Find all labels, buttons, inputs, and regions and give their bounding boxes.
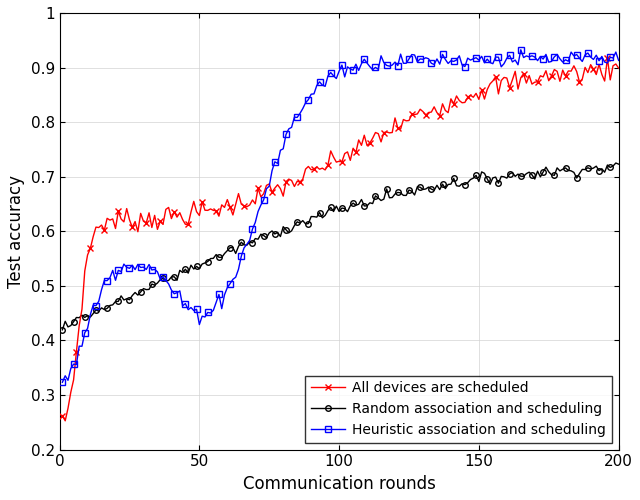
Heuristic association and scheduling [615,58,623,64]
Random association and scheduling [207,256,214,262]
Random association and scheduling [615,161,623,167]
Heuristic association and scheduling [59,380,67,386]
Heuristic association and scheduling [92,302,100,308]
Line: All devices are scheduled: All devices are scheduled [59,55,622,424]
Random association and scheduling [567,168,575,174]
Random association and scheduling [612,160,620,166]
Random association and scheduling [92,307,100,313]
Random association and scheduling [59,327,67,333]
X-axis label: Communication rounds: Communication rounds [243,475,436,493]
Line: Random association and scheduling: Random association and scheduling [60,160,621,332]
Heuristic association and scheduling [207,310,214,316]
Heuristic association and scheduling [517,47,525,53]
All devices are scheduled [61,418,69,424]
Y-axis label: Test accuracy: Test accuracy [7,175,25,288]
Heuristic association and scheduling [589,56,597,62]
All devices are scheduled [589,66,597,72]
All devices are scheduled [209,208,217,214]
All devices are scheduled [615,65,623,71]
All devices are scheduled [95,224,102,230]
All devices are scheduled [604,56,611,62]
Random association and scheduling [587,166,595,172]
All devices are scheduled [84,252,92,258]
Random association and scheduling [81,314,88,320]
All devices are scheduled [570,63,578,69]
All devices are scheduled [59,412,67,418]
Legend: All devices are scheduled, Random association and scheduling, Heuristic associat: All devices are scheduled, Random associ… [305,376,612,442]
All devices are scheduled [164,204,172,210]
Random association and scheduling [162,278,170,284]
Heuristic association and scheduling [81,330,88,336]
Heuristic association and scheduling [162,278,170,283]
Line: Heuristic association and scheduling: Heuristic association and scheduling [60,47,621,385]
Heuristic association and scheduling [570,53,578,59]
